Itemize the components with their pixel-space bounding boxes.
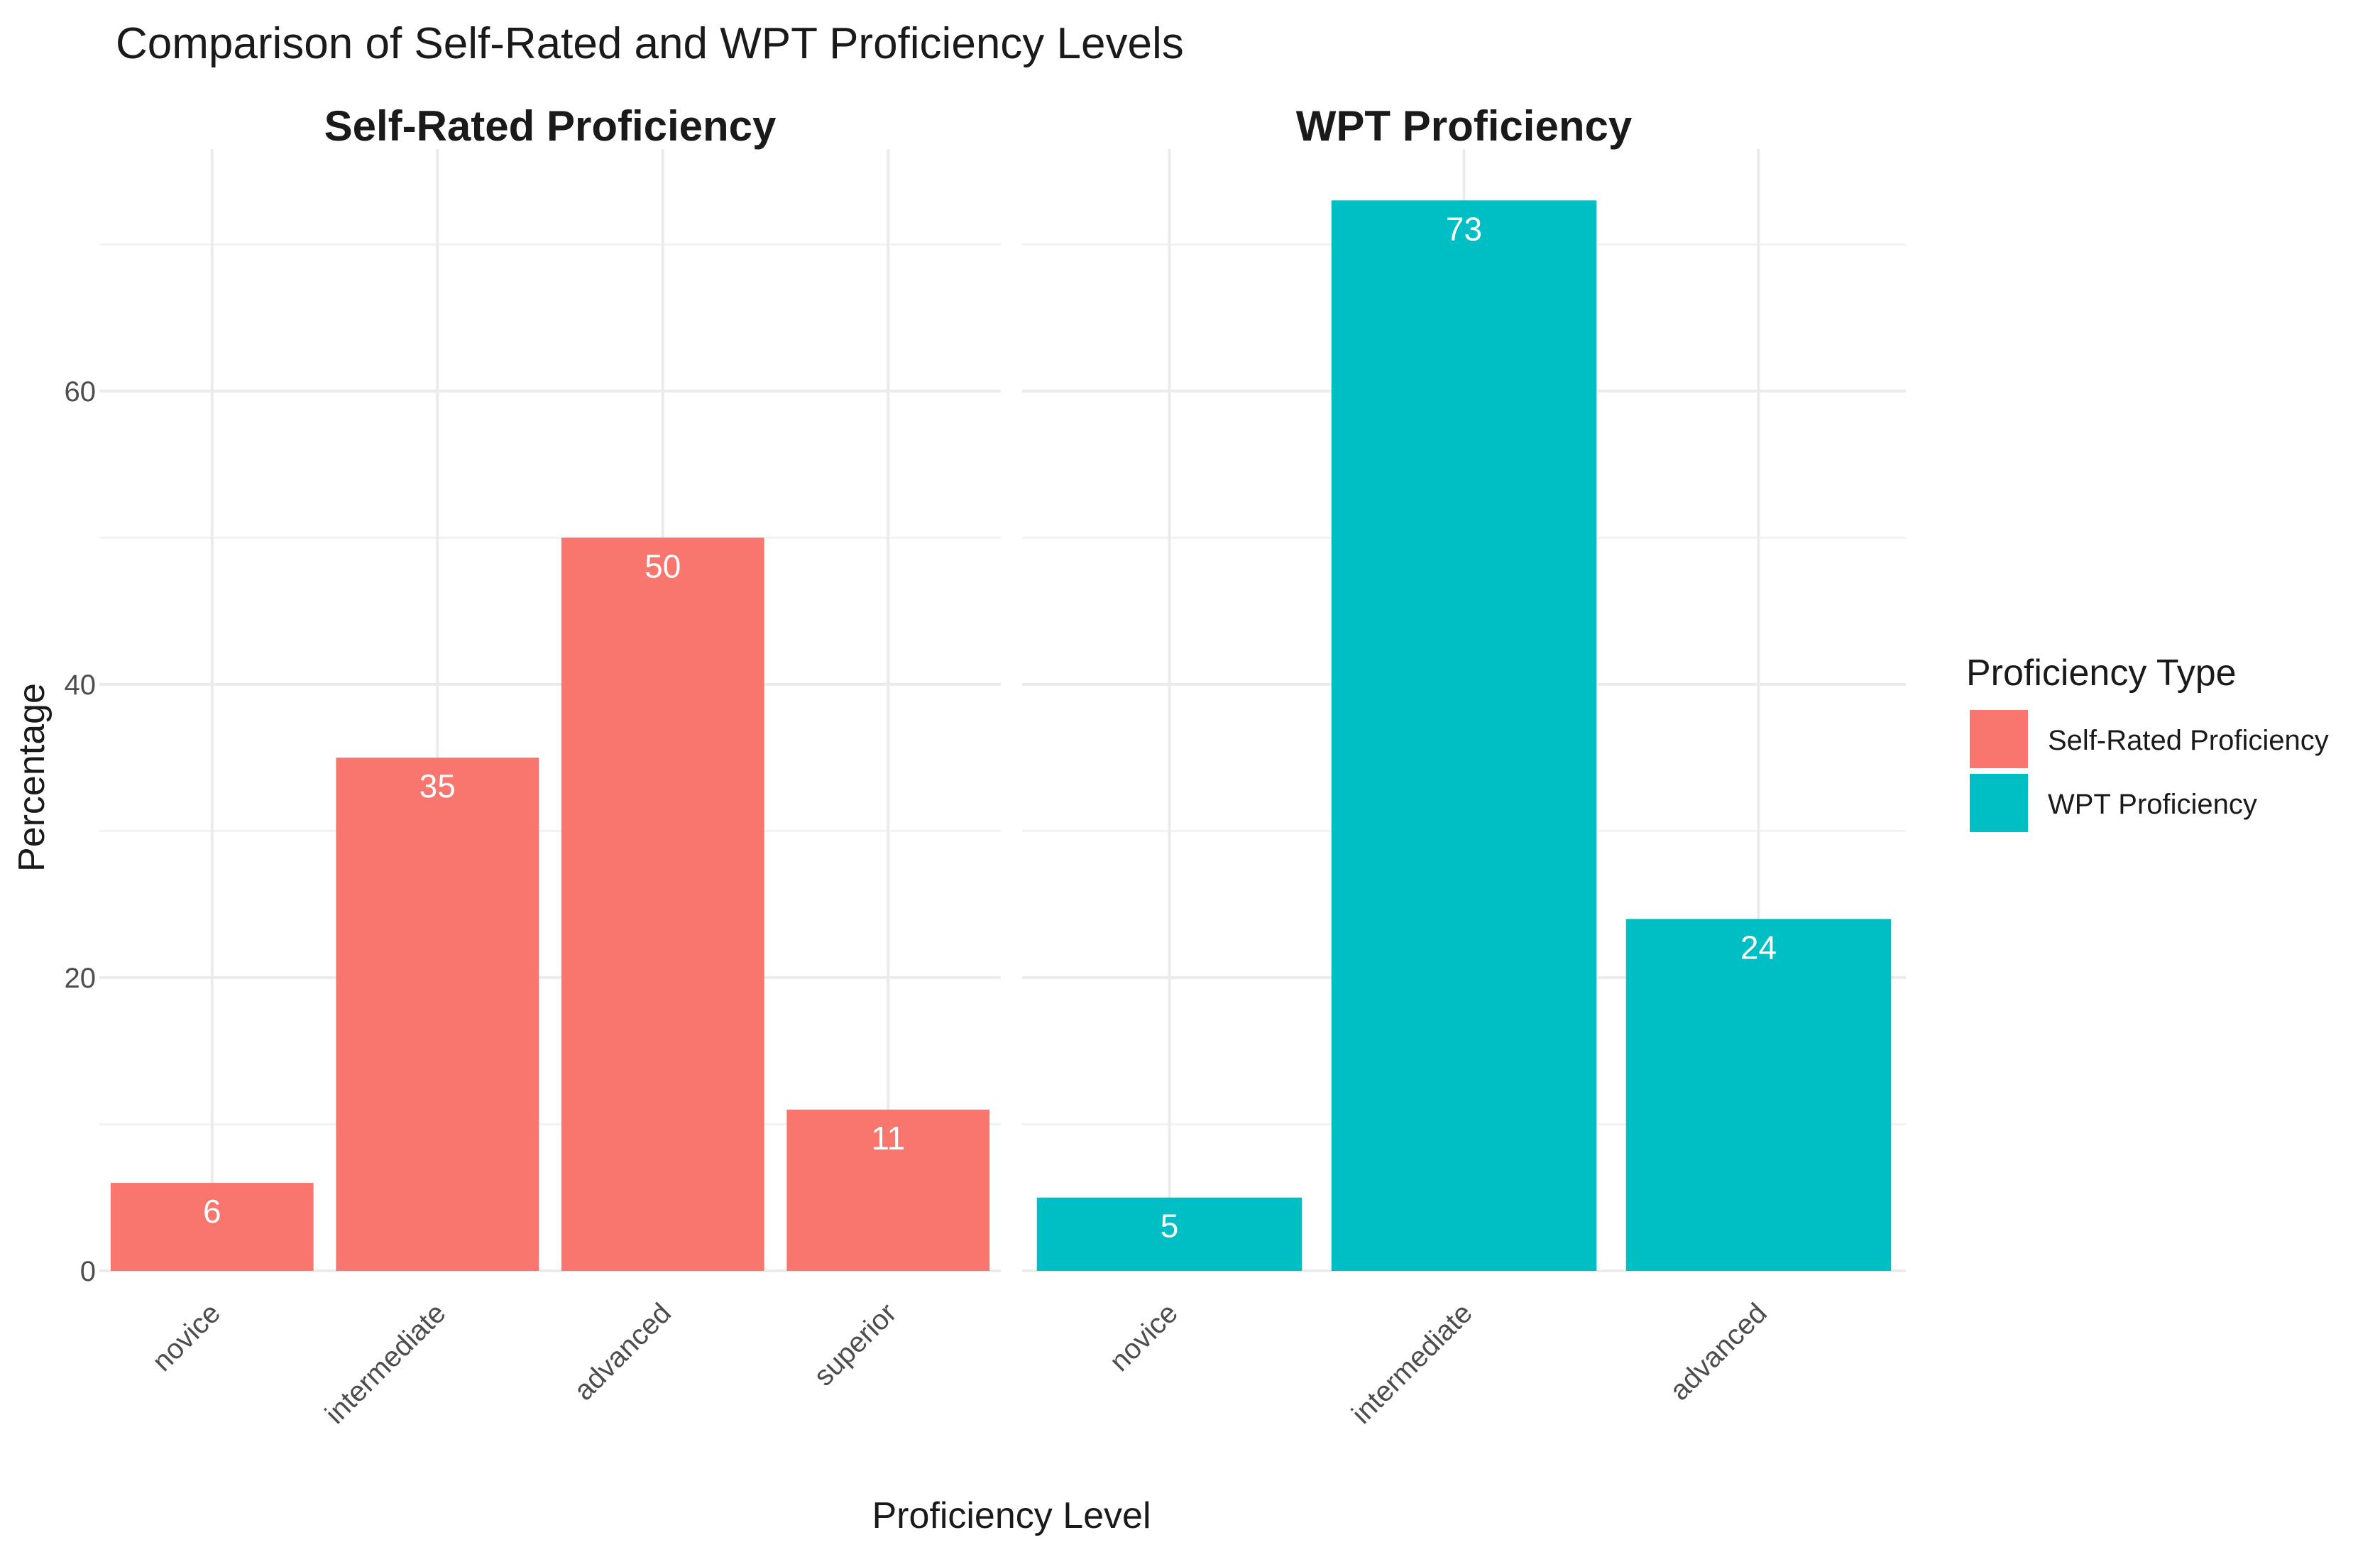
bar-superior xyxy=(786,1109,990,1271)
legend-swatch-self-rated xyxy=(1970,710,2028,768)
legend-title: Proficiency Type xyxy=(1966,652,2237,694)
panel-title: WPT Proficiency xyxy=(1296,102,1633,150)
legend-label-self-rated: Self-Rated Proficiency xyxy=(2048,725,2329,756)
data-label: 24 xyxy=(1740,929,1777,966)
bar-novice xyxy=(1036,1197,1303,1271)
y-tick-label: 20 xyxy=(65,963,97,994)
legend-swatch-wpt xyxy=(1970,774,2028,832)
data-label: 6 xyxy=(203,1193,221,1230)
data-label: 11 xyxy=(871,1120,905,1157)
bar-advanced xyxy=(561,537,764,1271)
bar-intermediate xyxy=(1331,200,1597,1271)
legend-label-wpt: WPT Proficiency xyxy=(2048,789,2257,820)
bar-novice xyxy=(110,1183,314,1271)
x-axis-title: Proficiency Level xyxy=(872,1495,1151,1536)
y-axis-ticks: 0 20 40 60 xyxy=(65,376,97,1287)
data-label: 50 xyxy=(645,547,681,584)
y-tick-label: 0 xyxy=(80,1256,96,1287)
data-label: 35 xyxy=(419,767,456,804)
bar-intermediate xyxy=(336,758,539,1271)
panel-title: Self-Rated Proficiency xyxy=(324,102,777,150)
y-tick-label: 40 xyxy=(65,670,97,701)
legend: Proficiency Type Self-Rated Proficiency … xyxy=(1966,652,2329,832)
chart-title: Comparison of Self-Rated and WPT Profici… xyxy=(116,19,1184,68)
data-label: 5 xyxy=(1161,1208,1179,1245)
y-tick-label: 60 xyxy=(65,376,97,408)
data-label: 73 xyxy=(1446,210,1482,247)
y-axis-title: Percentage xyxy=(11,683,53,872)
bar-advanced xyxy=(1625,919,1892,1271)
panel-1: Self-Rated Proficiency6novice35intermedi… xyxy=(99,102,1001,1430)
